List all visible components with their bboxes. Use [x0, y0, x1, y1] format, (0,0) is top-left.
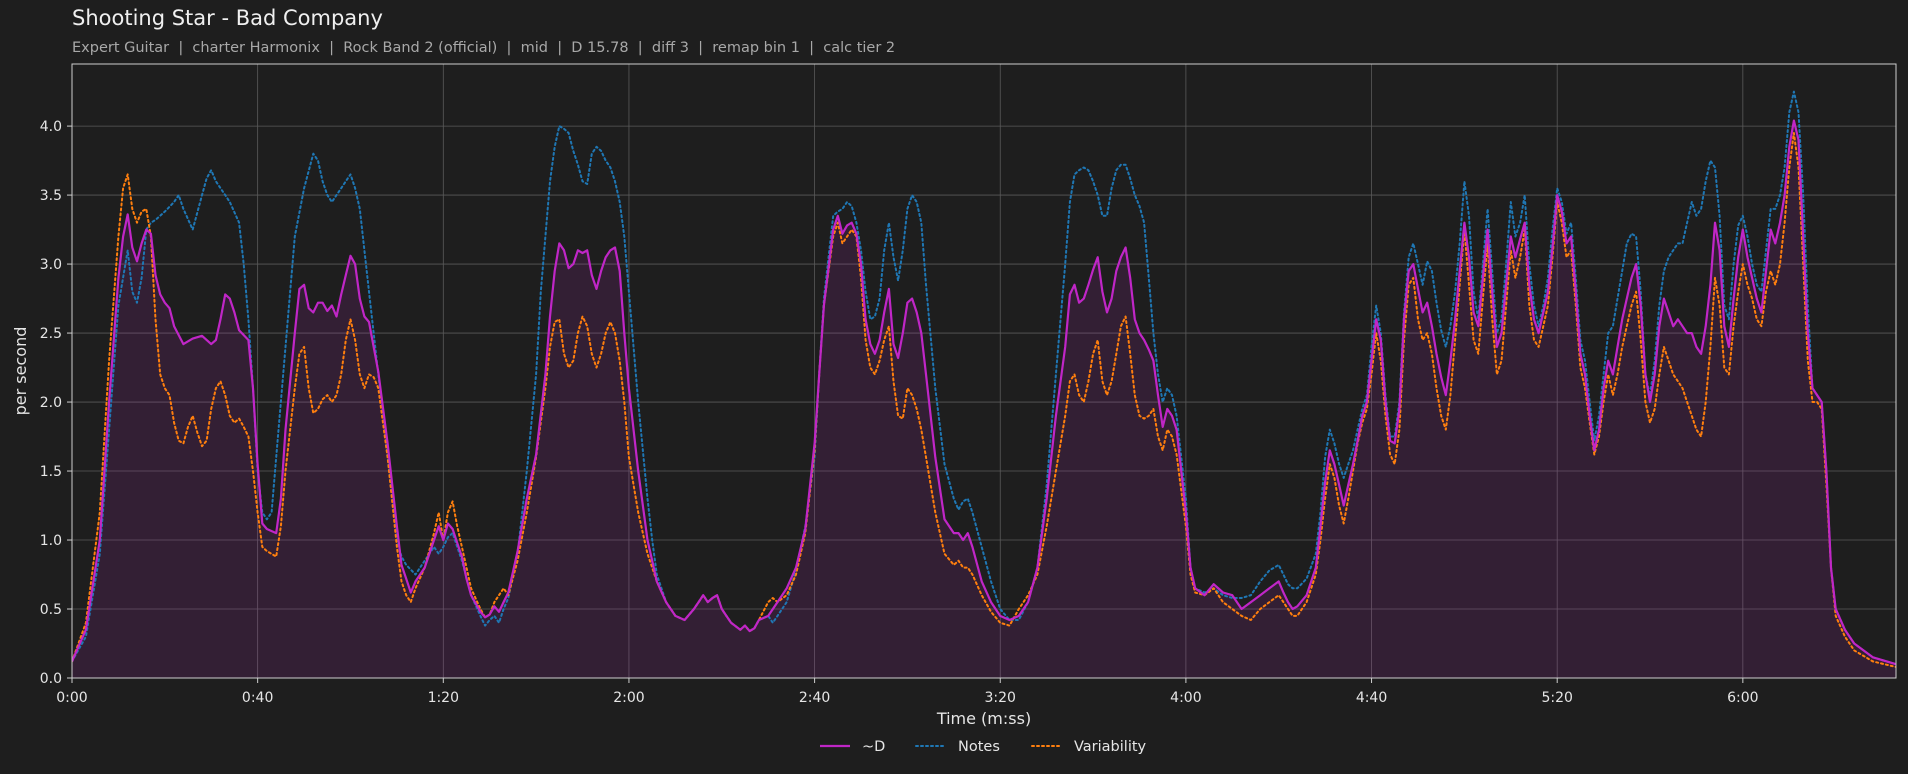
x-tick-label: 4:00 — [1170, 690, 1201, 706]
legend-label: Notes — [958, 739, 1000, 755]
x-tick-label: 1:20 — [428, 690, 459, 706]
y-axis-ticks: 0.0 0.5 1.0 1.5 2.0 2.5 3.0 3.5 4.0 — [40, 119, 72, 687]
legend-label: ~D — [862, 739, 885, 755]
x-tick-label: 6:00 — [1727, 690, 1758, 706]
y-axis-label: per second — [11, 327, 30, 416]
plot-area — [72, 64, 1896, 678]
y-tick-label: 0.5 — [40, 602, 62, 618]
y-tick-label: 1.0 — [40, 533, 62, 549]
series-lines — [72, 90, 1896, 668]
series-fills — [72, 120, 1896, 678]
series-area-d — [72, 120, 1896, 678]
x-tick-label: 5:20 — [1541, 690, 1572, 706]
x-tick-label: 0:00 — [56, 690, 87, 706]
chart-subtitle: Expert Guitar | charter Harmonix | Rock … — [72, 40, 896, 56]
x-tick-label: 3:20 — [985, 690, 1016, 706]
x-tick-label: 0:40 — [242, 690, 273, 706]
x-axis-label: Time (m:ss) — [936, 709, 1031, 728]
chart-title: Shooting Star - Bad Company — [72, 6, 383, 30]
x-tick-label: 2:00 — [613, 690, 644, 706]
y-tick-label: 4.0 — [40, 119, 62, 135]
y-tick-label: 3.5 — [40, 188, 62, 204]
y-tick-label: 0.0 — [40, 671, 62, 687]
plot-frame — [71, 63, 1897, 679]
series-line-notes — [72, 90, 1896, 666]
y-tick-label: 1.5 — [40, 464, 62, 480]
x-axis-ticks: 0:00 0:40 1:20 2:00 2:40 3:20 4:00 4:40 5:20 6:00 — [56, 678, 1759, 706]
x-tick-label: 2:40 — [799, 690, 830, 706]
legend: ~D Notes Variability — [820, 739, 1147, 755]
legend-label: Variability — [1074, 739, 1147, 755]
y-tick-label: 2.5 — [40, 326, 62, 342]
y-tick-label: 2.0 — [40, 395, 62, 411]
series-line-d — [72, 119, 1896, 666]
y-tick-label: 3.0 — [40, 257, 62, 273]
x-tick-label: 4:40 — [1356, 690, 1387, 706]
